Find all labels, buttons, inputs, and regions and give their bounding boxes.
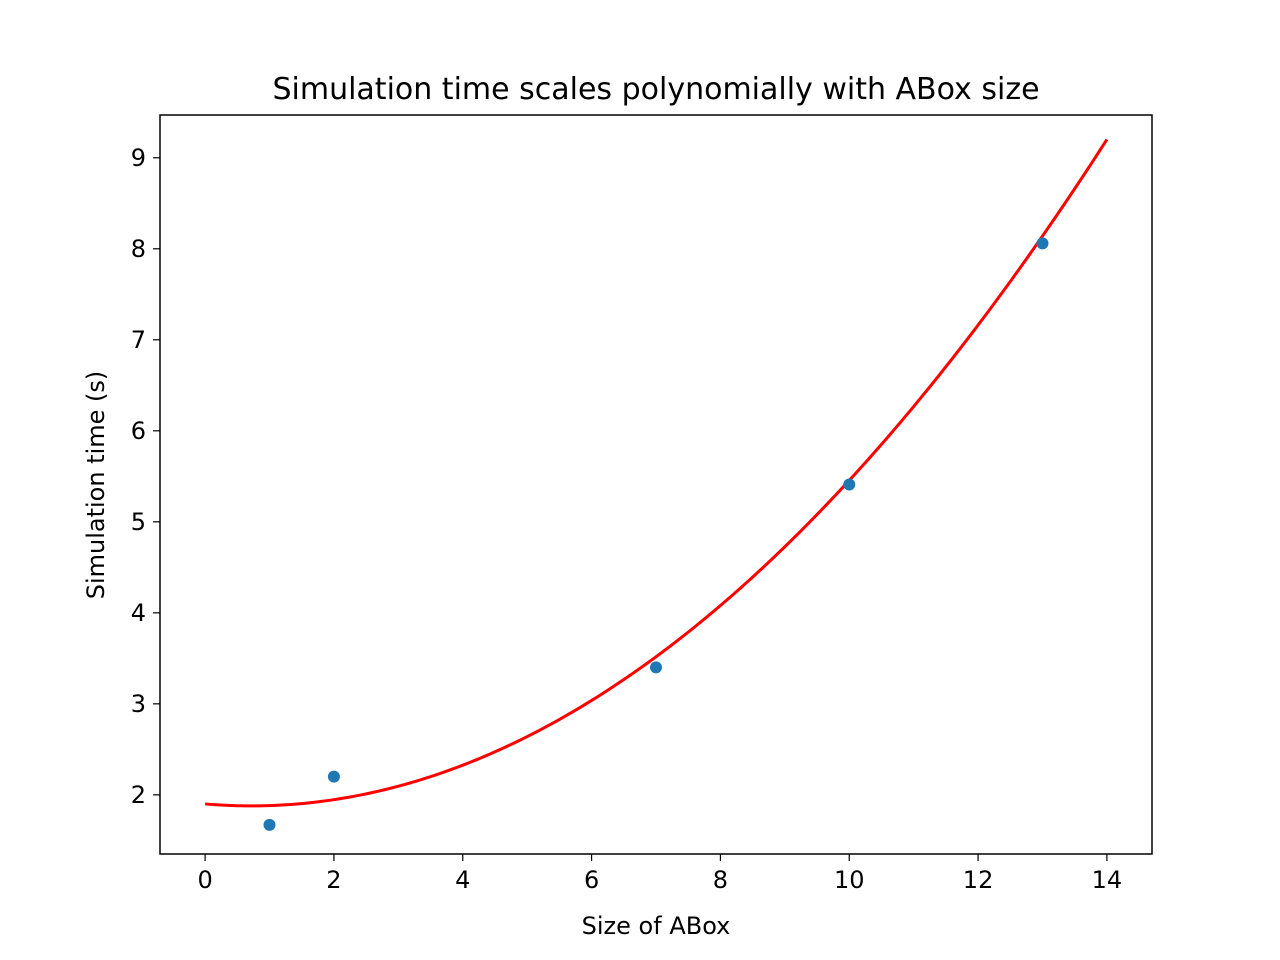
data-point [263, 818, 276, 831]
x-tick-label: 6 [584, 866, 599, 894]
y-tick-label: 6 [131, 417, 146, 445]
y-tick-label: 9 [131, 144, 146, 172]
x-tick-label: 10 [834, 866, 865, 894]
y-tick-label: 2 [131, 781, 146, 809]
x-tick-label: 2 [326, 866, 341, 894]
chart-title: Simulation time scales polynomially with… [272, 72, 1039, 107]
x-tick-label: 14 [1092, 866, 1123, 894]
y-tick-label: 7 [131, 326, 146, 354]
x-axis-label: Size of ABox [582, 912, 731, 940]
x-tick-label: 4 [455, 866, 470, 894]
axes-frame [159, 114, 1153, 855]
fit-curve [204, 138, 1109, 808]
y-tick-label: 4 [131, 599, 146, 627]
data-point [327, 770, 340, 783]
y-tick-label: 5 [131, 508, 146, 536]
x-axis: 0 2 4 6 8 10 12 14 [197, 854, 1122, 894]
y-axis-label: Simulation time (s) [82, 371, 110, 600]
x-tick-label: 0 [197, 866, 212, 894]
y-tick-label: 3 [131, 690, 146, 718]
data-point [1036, 237, 1049, 250]
data-point [650, 661, 662, 674]
x-tick-label: 12 [963, 866, 994, 894]
data-point [843, 478, 856, 491]
plot-area [204, 138, 1109, 831]
x-tick-label: 8 [713, 866, 728, 894]
y-axis: 2 3 4 5 6 7 8 9 [131, 144, 160, 809]
y-tick-label: 8 [131, 235, 146, 263]
